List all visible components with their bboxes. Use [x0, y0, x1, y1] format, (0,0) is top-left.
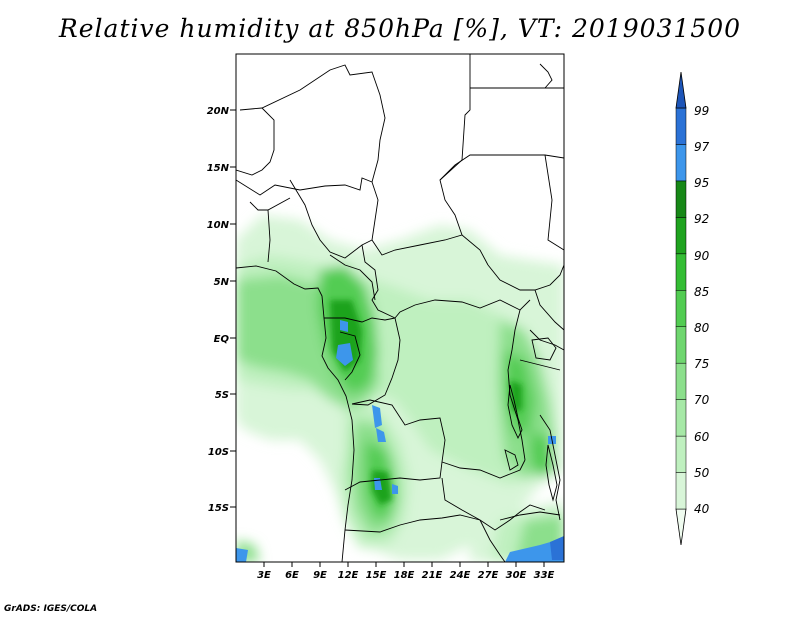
colorbar-segment — [675, 180, 687, 218]
colorbar-segment — [675, 290, 687, 327]
colorbar-label: 90 — [694, 249, 710, 263]
country-borders — [236, 54, 564, 562]
grads-credit: GrADS: IGES/COLA — [4, 604, 98, 614]
lon-label: 33E — [534, 570, 555, 581]
humidity-field — [236, 215, 564, 562]
colorbar-label: 40 — [694, 502, 710, 516]
lon-label: 27E — [478, 570, 499, 581]
colorbar-label: 75 — [694, 357, 709, 371]
lat-label: 5S — [215, 390, 229, 401]
colorbar-segment — [675, 217, 687, 255]
colorbar-segment — [675, 508, 687, 546]
colorbar-segment — [675, 71, 687, 109]
lat-label: 10S — [208, 447, 229, 458]
colorbar-label: 99 — [694, 104, 709, 118]
colorbar-label: 95 — [694, 176, 709, 190]
map-title: Relative humidity at 850hPa [%], VT: 201… — [58, 14, 742, 43]
lon-label: 15E — [366, 570, 387, 581]
lat-label: EQ — [214, 334, 230, 345]
colorbar-segment — [675, 326, 687, 364]
colorbar-segment — [675, 362, 687, 400]
lon-label: 12E — [338, 570, 359, 581]
map-frame — [235, 53, 565, 563]
lon-label: 3E — [257, 570, 271, 581]
latitude-axis — [230, 109, 236, 508]
lon-label: 18E — [394, 570, 415, 581]
colorbar — [675, 71, 687, 546]
lon-label: 9E — [313, 570, 327, 581]
colorbar-segment — [675, 435, 687, 473]
lon-label: 21E — [422, 570, 443, 581]
lat-label: 15S — [208, 503, 229, 514]
lat-label: 10N — [207, 220, 230, 231]
colorbar-segment — [675, 472, 687, 510]
colorbar-label: 70 — [694, 393, 710, 407]
colorbar-label: 60 — [694, 430, 710, 444]
colorbar-segment — [675, 144, 687, 182]
lon-label: 6E — [285, 570, 299, 581]
lon-label: 24E — [450, 570, 471, 581]
colorbar-segment — [675, 107, 687, 145]
colorbar-segment — [675, 399, 687, 437]
lon-label: 30E — [506, 570, 527, 581]
colorbar-label: 80 — [694, 321, 710, 335]
lat-label: 15N — [207, 163, 230, 174]
lat-label: 20N — [207, 106, 230, 117]
lat-label: 5N — [214, 277, 230, 288]
colorbar-label: 85 — [694, 285, 709, 299]
colorbar-segment — [675, 253, 687, 291]
colorbar-label: 92 — [694, 212, 709, 226]
longitude-axis — [263, 562, 545, 567]
colorbar-label: 50 — [694, 466, 710, 480]
colorbar-label: 97 — [694, 140, 710, 154]
